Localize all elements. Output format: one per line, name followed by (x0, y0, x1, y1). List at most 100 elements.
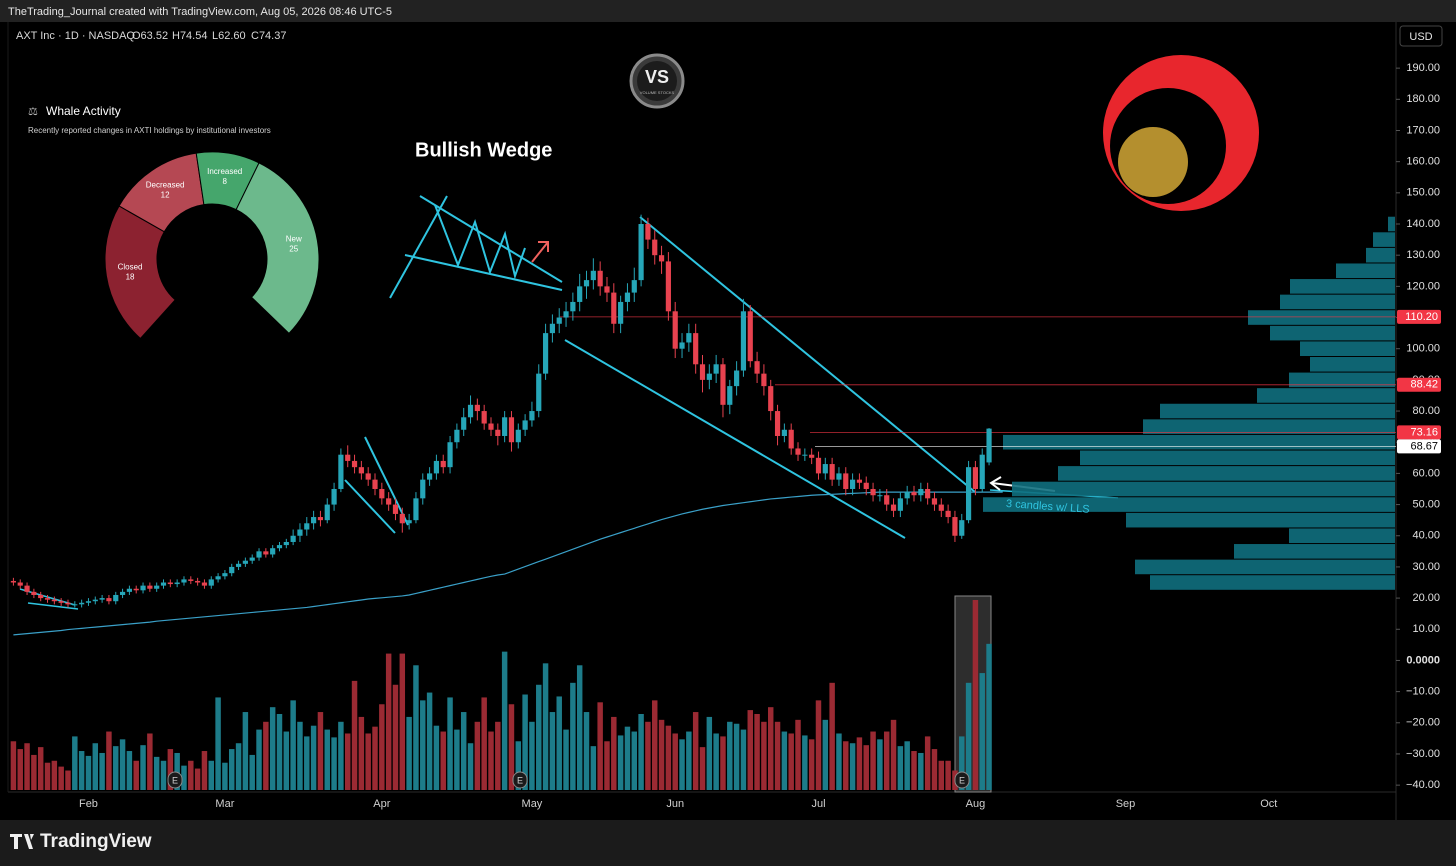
candle-body (699, 364, 706, 380)
y-tick-label: −20.00 (1406, 717, 1440, 729)
candle-body (529, 411, 535, 421)
volume-bar (426, 692, 433, 790)
volume-bar (740, 729, 747, 790)
x-tick-label: Feb (79, 798, 98, 810)
volume-bar (58, 766, 64, 790)
volume-profile-bar (1270, 325, 1395, 341)
volume-bar (672, 733, 678, 790)
candle-body (256, 551, 262, 558)
ohlc-open: O63.52 (132, 30, 168, 42)
volume-bar (222, 762, 228, 790)
volume-bar (78, 751, 85, 790)
candle-body (447, 442, 453, 468)
volume-bar (945, 760, 951, 790)
volume-bar (297, 721, 303, 790)
volume-bar (153, 756, 160, 790)
volume-bar (331, 737, 337, 790)
volume-bar (460, 712, 467, 790)
moving-average-line (13, 491, 1003, 636)
volume-bar (815, 700, 822, 790)
volume-bar (522, 694, 528, 790)
earnings-badge (954, 771, 970, 789)
volume-bar (808, 739, 815, 790)
volume-bar (754, 714, 760, 790)
y-tick-label: 160.00 (1406, 156, 1440, 168)
candle-body (802, 454, 808, 456)
volume-bar (420, 700, 426, 790)
moon-logo (1103, 55, 1259, 211)
lls-arrowhead (989, 476, 1002, 491)
attribution: TheTrading_Journal created with TradingV… (8, 6, 392, 18)
candle-body (65, 602, 71, 605)
currency-label[interactable]: USD (1409, 31, 1432, 43)
candle-body (508, 417, 515, 443)
candle-body (734, 370, 740, 387)
candle-body (420, 479, 426, 499)
candle-body (679, 342, 685, 349)
volume-bar (774, 721, 781, 790)
volume-bar (474, 721, 481, 790)
ohlc-low: L62.60 (212, 30, 246, 42)
volume-profile-bar (1126, 512, 1395, 528)
volume-bar (324, 729, 330, 790)
volume-bar (767, 707, 774, 790)
candle-body (931, 498, 938, 505)
volume-bar (147, 733, 153, 790)
candle-body (938, 504, 944, 511)
volume-bar (99, 752, 105, 790)
volume-bar (822, 719, 829, 790)
candle-body (611, 292, 617, 324)
volume-bar (215, 697, 221, 790)
donut-value: 25 (289, 245, 298, 254)
candle-body (959, 520, 965, 536)
volume-bar (849, 743, 856, 790)
volume-bar (795, 719, 801, 790)
y-tick-label: 60.00 (1412, 467, 1440, 479)
volume-bar (536, 684, 542, 790)
volume-bar (877, 739, 883, 790)
volume-bar (276, 714, 283, 790)
x-tick-label: Jun (666, 798, 684, 810)
volume-bar (44, 762, 51, 790)
volume-profile-bar (1143, 419, 1395, 434)
volume-bar (843, 741, 849, 790)
volume-bar (338, 721, 344, 790)
volume-bar (17, 749, 23, 790)
volume-bar (249, 754, 255, 790)
candle-body (208, 579, 214, 586)
candle-body (781, 429, 787, 436)
volume-bar (317, 712, 324, 790)
candle-body (774, 411, 781, 436)
volume-profile-bar (1310, 356, 1395, 372)
candle-body (249, 557, 255, 561)
x-tick-label: Aug (966, 798, 986, 810)
currency-button[interactable] (1399, 25, 1443, 47)
candle-body (536, 373, 542, 412)
icon-line (404, 254, 563, 291)
volume-profile-bar (1150, 575, 1395, 590)
volume-bar (706, 716, 713, 790)
y-tick-label: 40.00 (1412, 530, 1440, 542)
volume-bar (106, 731, 112, 790)
candle-body (638, 224, 644, 281)
candle-body (413, 498, 419, 521)
volume-bar (829, 682, 835, 790)
y-tick-label: 50.00 (1412, 498, 1440, 510)
candle-body (549, 323, 555, 334)
earnings-label: E (172, 775, 178, 785)
volume-bars (10, 600, 992, 790)
candle-body (365, 473, 371, 480)
volume-bar (304, 736, 310, 790)
y-tick-label: 20.00 (1412, 592, 1440, 604)
candle-body (754, 361, 760, 374)
volume-bar (549, 712, 556, 790)
candle-body (481, 411, 487, 424)
volume-bar (133, 760, 139, 790)
volume-profile-bar (1373, 232, 1395, 247)
volume-profile-bar (1003, 434, 1395, 450)
y-tick-label: −10.00 (1406, 686, 1440, 698)
ohlc-high: H74.54 (172, 30, 207, 42)
candle-body (427, 473, 433, 480)
volume-bar (10, 741, 17, 790)
